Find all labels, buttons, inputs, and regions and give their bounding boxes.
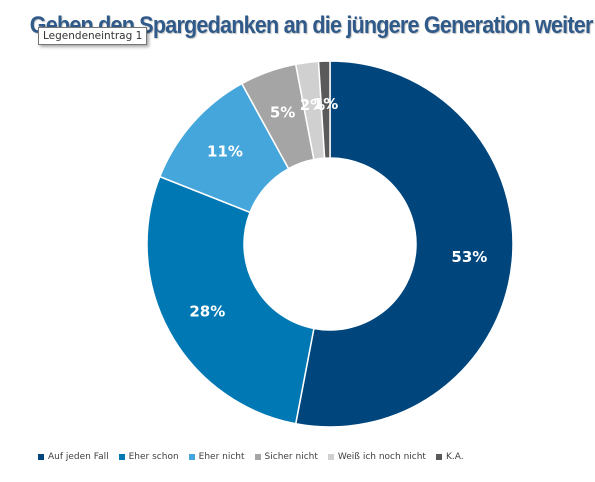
legend-label: Auf jeden Fall: [48, 452, 109, 462]
legend-label: Sicher nicht: [264, 452, 318, 462]
data-label-eher-schon: 28%: [189, 302, 225, 320]
legend-swatch: [254, 454, 261, 460]
legend-swatch: [435, 454, 442, 460]
data-label-auf-jeden-fall: 53%: [451, 248, 487, 266]
legend-item-eher-nicht: Eher nicht: [188, 452, 245, 462]
data-label-sicher-nicht: 5%: [270, 103, 295, 121]
legend-swatch: [188, 454, 195, 460]
legend-item-eher-schon: Eher schon: [118, 452, 179, 462]
legend-swatch: [118, 454, 125, 460]
data-label-eher-nicht: 11%: [207, 142, 243, 160]
data-label-ka: 1%: [313, 95, 338, 113]
legend-item-weiss-ich-noch-nicht: Weiß ich noch nicht: [327, 452, 426, 462]
legend-item-sicher-nicht: Sicher nicht: [254, 452, 318, 462]
legend-swatch: [38, 454, 44, 460]
legend-swatch: [327, 454, 334, 460]
slice-auf-jeden-fall: [294, 60, 514, 428]
legend-label: K.A.: [445, 452, 464, 462]
legend-item-auf-jeden-fall: Auf jeden Fall: [38, 452, 109, 462]
slice-eher-schon: [146, 175, 315, 425]
legend-item-ka: K.A.: [435, 452, 464, 462]
donut-labels: 53% 28% 11% 5% 2%1%: [189, 95, 487, 320]
data-label-weiss-ich-noch-nicht: 2%: [300, 96, 325, 114]
slice-ka: [317, 60, 331, 159]
legend-label: Eher nicht: [198, 452, 245, 462]
legend-tooltip: Legendeneintrag 1: [38, 27, 148, 45]
chart-legend: Auf jeden Fall Eher schon Eher nicht Sicher…: [38, 452, 474, 462]
legend-label: Eher schon: [128, 452, 179, 462]
donut-slices: [146, 60, 514, 428]
legend-label: Weiß ich noch nicht: [337, 452, 426, 462]
